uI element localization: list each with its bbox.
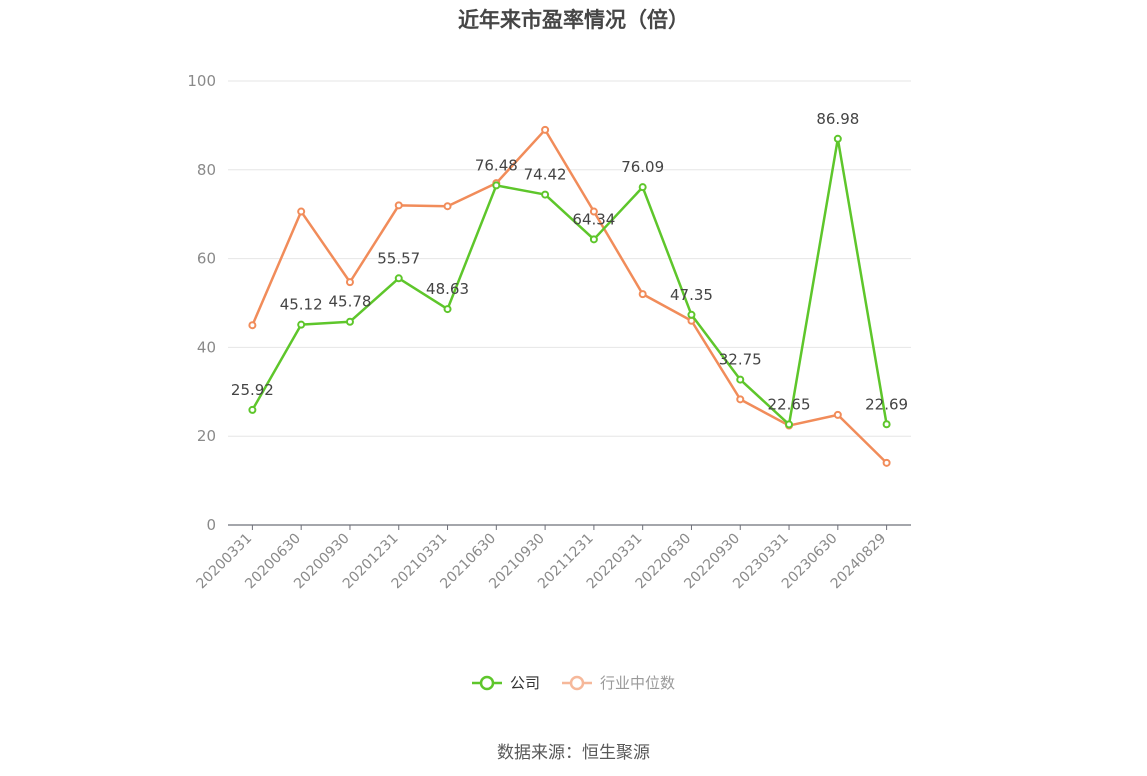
data-point-industry xyxy=(248,321,257,330)
data-label: 48.63 xyxy=(426,280,469,298)
data-point-industry xyxy=(833,410,842,419)
data-point-company xyxy=(345,317,354,326)
data-point-company xyxy=(589,235,598,244)
data-point-industry xyxy=(297,207,306,216)
data-point-company xyxy=(492,181,501,190)
data-point-company xyxy=(394,274,403,283)
data-point-industry xyxy=(443,202,452,211)
data-point-industry xyxy=(394,201,403,210)
data-point-company xyxy=(833,134,842,143)
y-tick-label: 80 xyxy=(197,161,216,179)
data-label: 25.92 xyxy=(231,381,274,399)
data-point-industry xyxy=(882,458,891,467)
y-tick-label: 20 xyxy=(197,427,216,445)
data-point-industry xyxy=(638,290,647,299)
legend-item-company[interactable]: 公司 xyxy=(471,672,540,693)
data-point-company xyxy=(443,305,452,314)
data-label: 55.57 xyxy=(377,249,420,267)
data-point-industry xyxy=(736,395,745,404)
data-label: 45.78 xyxy=(328,293,371,311)
circle-line-icon xyxy=(471,675,502,690)
series-line-company xyxy=(251,137,888,426)
legend-item-industry[interactable]: 行业中位数 xyxy=(562,672,675,693)
chart-title: 近年来市盈率情况（倍） xyxy=(458,8,689,32)
data-label: 64.34 xyxy=(572,210,615,228)
y-tick-label: 40 xyxy=(197,338,216,356)
data-point-company xyxy=(297,320,306,329)
data-label: 86.98 xyxy=(816,110,859,128)
data-label: 47.35 xyxy=(670,286,713,304)
data-label: 76.09 xyxy=(621,158,664,176)
legend: 公司 行业中位数 xyxy=(0,672,1147,693)
data-point-industry xyxy=(589,207,598,216)
data-point-industry xyxy=(345,278,354,287)
data-point-company xyxy=(882,420,891,429)
data-point-company xyxy=(248,405,257,414)
data-point-company xyxy=(638,183,647,192)
data-point-industry xyxy=(541,125,550,134)
data-label: 76.48 xyxy=(475,156,518,174)
data-label: 45.12 xyxy=(280,296,323,314)
legend-label-industry: 行业中位数 xyxy=(600,674,676,692)
y-tick-label: 0 xyxy=(206,516,216,534)
data-label: 22.65 xyxy=(768,395,811,413)
data-label: 74.42 xyxy=(524,166,567,184)
data-point-company xyxy=(736,375,745,384)
y-tick-label: 60 xyxy=(197,250,216,268)
circle-line-icon xyxy=(562,675,592,690)
data-label: 32.75 xyxy=(719,351,762,369)
legend-label-company: 公司 xyxy=(509,674,540,692)
series-line-industry xyxy=(251,128,888,464)
source-note: 数据来源：恒生聚源 xyxy=(497,743,650,763)
data-point-company xyxy=(785,420,794,429)
data-point-company xyxy=(687,310,696,319)
data-label: 22.69 xyxy=(865,395,908,413)
data-point-company xyxy=(541,190,550,199)
y-tick-label: 100 xyxy=(187,72,216,90)
